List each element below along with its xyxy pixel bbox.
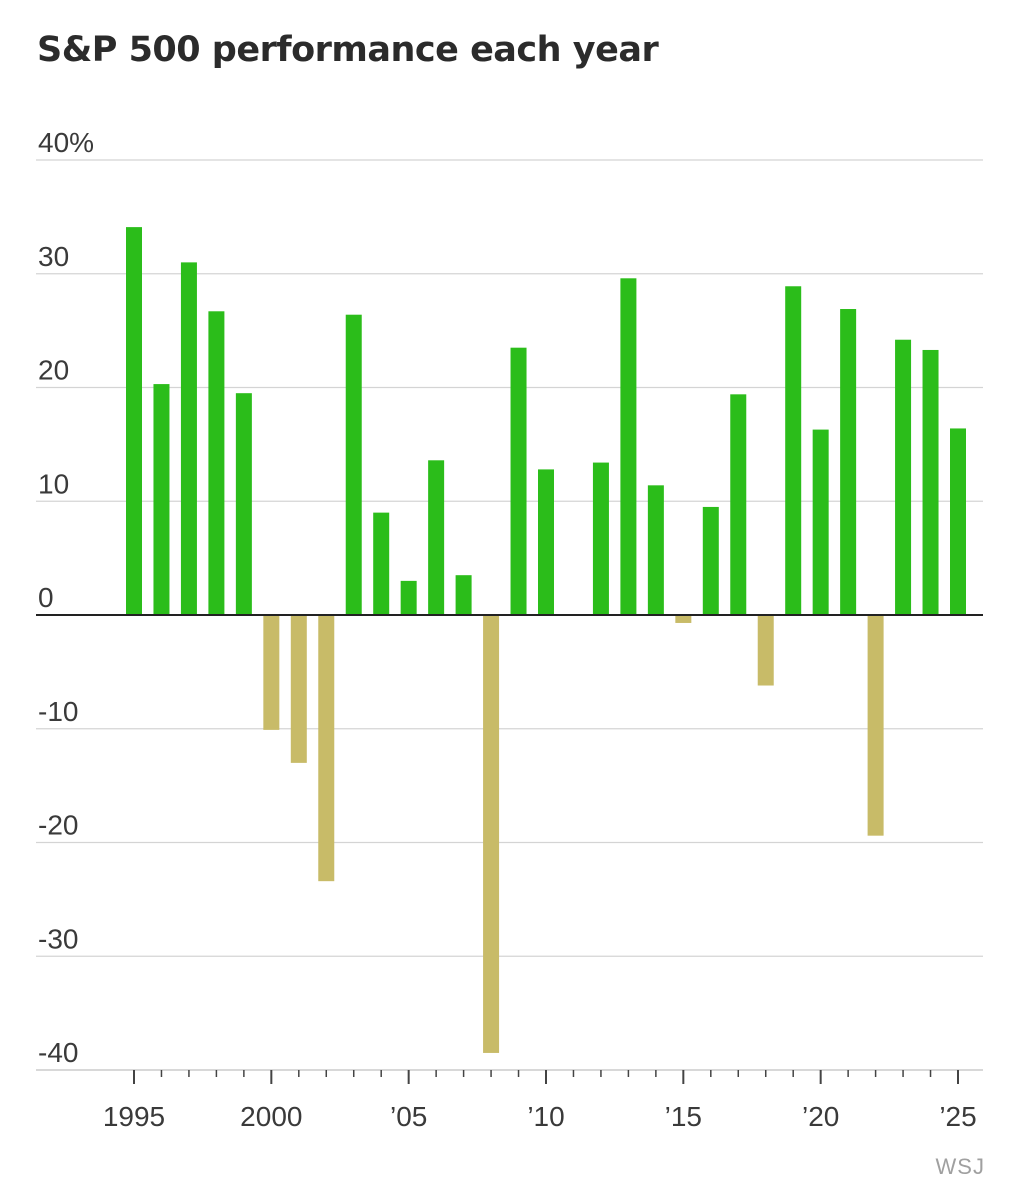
bar-2018 xyxy=(757,615,774,686)
x-tick-label: 1995 xyxy=(103,1101,165,1132)
y-tick-label: 30 xyxy=(38,241,69,272)
bar-2023 xyxy=(895,339,912,615)
bar-2008 xyxy=(483,615,500,1053)
x-tick-label: ’20 xyxy=(802,1101,839,1132)
bar-2024 xyxy=(922,349,939,615)
bar-2019 xyxy=(785,286,802,615)
bar-2003 xyxy=(345,314,362,615)
x-tick-label: 2000 xyxy=(240,1101,302,1132)
y-tick-label: -20 xyxy=(38,810,78,841)
bar-1999 xyxy=(235,393,252,615)
y-tick-label: 0 xyxy=(38,582,54,613)
y-axis-labels: 40% 30 20 10 0 -10 -20 -30 -40 xyxy=(38,127,94,1068)
chart-title: S&P 500 performance each year xyxy=(37,30,659,70)
x-tick-label: ’10 xyxy=(527,1101,564,1132)
bar-2006 xyxy=(428,460,445,615)
bar-1996 xyxy=(153,384,170,615)
bar-2002 xyxy=(318,615,335,882)
bar-2004 xyxy=(373,512,390,615)
bar-1997 xyxy=(180,262,197,615)
bar-2021 xyxy=(840,309,857,615)
bar-2020 xyxy=(812,429,829,615)
bar-2013 xyxy=(620,278,637,615)
bar-2016 xyxy=(702,506,719,615)
bar-2000 xyxy=(263,615,280,730)
y-tick-label: 20 xyxy=(38,355,69,386)
bar-2015 xyxy=(675,615,692,623)
bar-2025 xyxy=(950,428,966,615)
x-tick-label: ’15 xyxy=(665,1101,702,1132)
bar-2007 xyxy=(455,575,472,615)
source-credit: WSJ xyxy=(935,1154,985,1179)
bar-2009 xyxy=(510,347,527,615)
bar-1995 xyxy=(126,227,142,616)
bar-2017 xyxy=(730,394,747,615)
bar-2012 xyxy=(592,462,609,615)
bar-2014 xyxy=(647,485,664,615)
y-tick-label: 40% xyxy=(38,127,94,158)
x-axis xyxy=(36,614,983,1084)
y-tick-label: -40 xyxy=(38,1037,78,1068)
bar-1998 xyxy=(208,311,225,615)
y-tick-label: -30 xyxy=(38,923,78,954)
bar-2010 xyxy=(538,469,554,615)
x-axis-labels: 1995 2000 ’05 ’10 ’15 ’20 ’25 xyxy=(103,1101,977,1132)
bar-2001 xyxy=(290,615,307,763)
bars xyxy=(126,227,966,1053)
bar-2022 xyxy=(867,615,884,836)
y-tick-label: 10 xyxy=(38,468,69,499)
y-tick-label: -10 xyxy=(38,696,78,727)
x-tick-label: ’05 xyxy=(390,1101,427,1132)
x-tick-label: ’25 xyxy=(939,1101,976,1132)
bar-2005 xyxy=(400,580,417,615)
